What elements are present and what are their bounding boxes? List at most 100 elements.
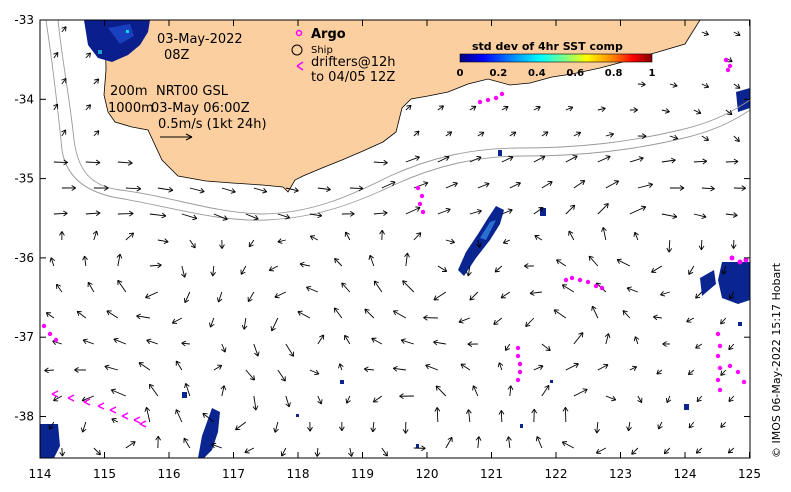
argo-float: [593, 283, 599, 289]
current-arrow: [727, 447, 735, 454]
current-arrow: [213, 364, 223, 371]
current-arrow: [529, 290, 542, 296]
argo-float: [517, 361, 523, 367]
current-arrow: [665, 395, 672, 403]
current-arrow: [404, 252, 410, 267]
current-arrow: [87, 281, 95, 293]
argo-float: [569, 275, 575, 281]
current-arrow: [733, 135, 740, 142]
current-arrow: [314, 447, 321, 457]
current-arrow: [379, 229, 385, 241]
current-arrow: [116, 253, 123, 267]
current-arrow: [285, 343, 295, 357]
argo-float: [493, 95, 499, 101]
current-arrow: [509, 181, 521, 189]
current-arrow: [202, 412, 215, 423]
y-tick-label: -35: [14, 172, 34, 186]
current-arrow: [85, 52, 91, 59]
current-arrow: [458, 317, 471, 324]
current-arrow: [425, 363, 439, 371]
current-arrow: [525, 317, 535, 327]
current-arrow: [698, 239, 705, 251]
current-arrow: [730, 239, 737, 249]
current-arrow: [333, 307, 343, 319]
current-arrow: [688, 421, 695, 429]
argo-float: [417, 201, 423, 207]
legend-ship: Ship: [311, 45, 333, 56]
current-arrow: [445, 238, 455, 245]
current-arrow: [317, 395, 323, 405]
current-arrow: [74, 367, 86, 373]
current-arrow: [622, 310, 631, 319]
current-arrow: [106, 310, 119, 319]
current-arrow: [475, 436, 482, 449]
current-arrow: [469, 105, 477, 111]
current-vectors: [44, 26, 746, 457]
current-arrow: [309, 235, 319, 241]
current-arrow: [509, 131, 517, 137]
current-arrow: [175, 360, 183, 371]
current-arrow: [591, 305, 599, 319]
argo-float: [715, 331, 721, 337]
current-arrow: [633, 231, 639, 241]
argo-float: [715, 353, 721, 359]
drifter-position: [139, 420, 147, 428]
current-arrow: [533, 207, 544, 215]
current-arrow: [573, 131, 582, 137]
x-tick-label: 122: [545, 467, 568, 481]
argo-float: [727, 363, 733, 369]
current-arrow: [501, 105, 509, 111]
current-arrow: [44, 367, 54, 374]
colorbar-tick-label: 0.4: [528, 68, 546, 79]
current-arrow: [317, 334, 325, 345]
current-arrow: [588, 255, 599, 267]
scale-arrow: [160, 133, 193, 141]
current-arrow: [573, 180, 586, 189]
current-arrow: [364, 308, 375, 319]
current-arrow: [344, 231, 351, 241]
sst-patch-midwest: [700, 270, 716, 296]
current-arrow: [344, 334, 351, 345]
current-arrow: [733, 185, 746, 192]
x-axis-ticks: 114 115 116 117 118 119 120 121 122 123 124 125: [29, 20, 761, 481]
drifter-position: [109, 406, 117, 414]
current-arrow: [405, 104, 412, 111]
current-arrow: [363, 366, 374, 373]
colorbar-tick-label: 0: [457, 68, 464, 79]
argo-float: [517, 369, 523, 375]
argo-float: [563, 277, 569, 283]
current-arrow: [565, 204, 576, 215]
current-arrow: [662, 341, 670, 347]
argo-float: [717, 343, 723, 349]
x-tick-label: 115: [93, 467, 116, 481]
current-arrow: [247, 291, 255, 302]
current-arrow: [216, 291, 223, 303]
current-arrow: [565, 105, 574, 112]
current-arrow: [688, 265, 695, 275]
current-arrow: [149, 212, 167, 219]
current-arrow: [189, 239, 196, 249]
current-arrow: [82, 255, 88, 267]
y-tick-label: -36: [14, 251, 34, 265]
current-arrow: [661, 108, 670, 114]
current-arrow: [93, 130, 100, 137]
current-arrow: [629, 365, 638, 371]
argo-float: [515, 345, 521, 351]
current-arrow: [368, 254, 375, 267]
current-arrow: [349, 185, 364, 192]
current-arrow: [413, 130, 420, 137]
current-arrow: [157, 238, 169, 244]
plot-frame: [39, 19, 751, 459]
current-arrow: [85, 104, 92, 111]
current-arrow: [341, 282, 351, 293]
current-arrow: [501, 208, 513, 215]
current-arrow: [210, 265, 217, 277]
current-arrow: [277, 213, 291, 220]
current-arrow: [248, 239, 255, 248]
x-tick-label: 120: [416, 467, 439, 481]
drifter-position: [97, 402, 105, 410]
current-arrow: [273, 421, 279, 433]
argo-float: [499, 91, 505, 97]
current-arrow: [181, 340, 190, 347]
